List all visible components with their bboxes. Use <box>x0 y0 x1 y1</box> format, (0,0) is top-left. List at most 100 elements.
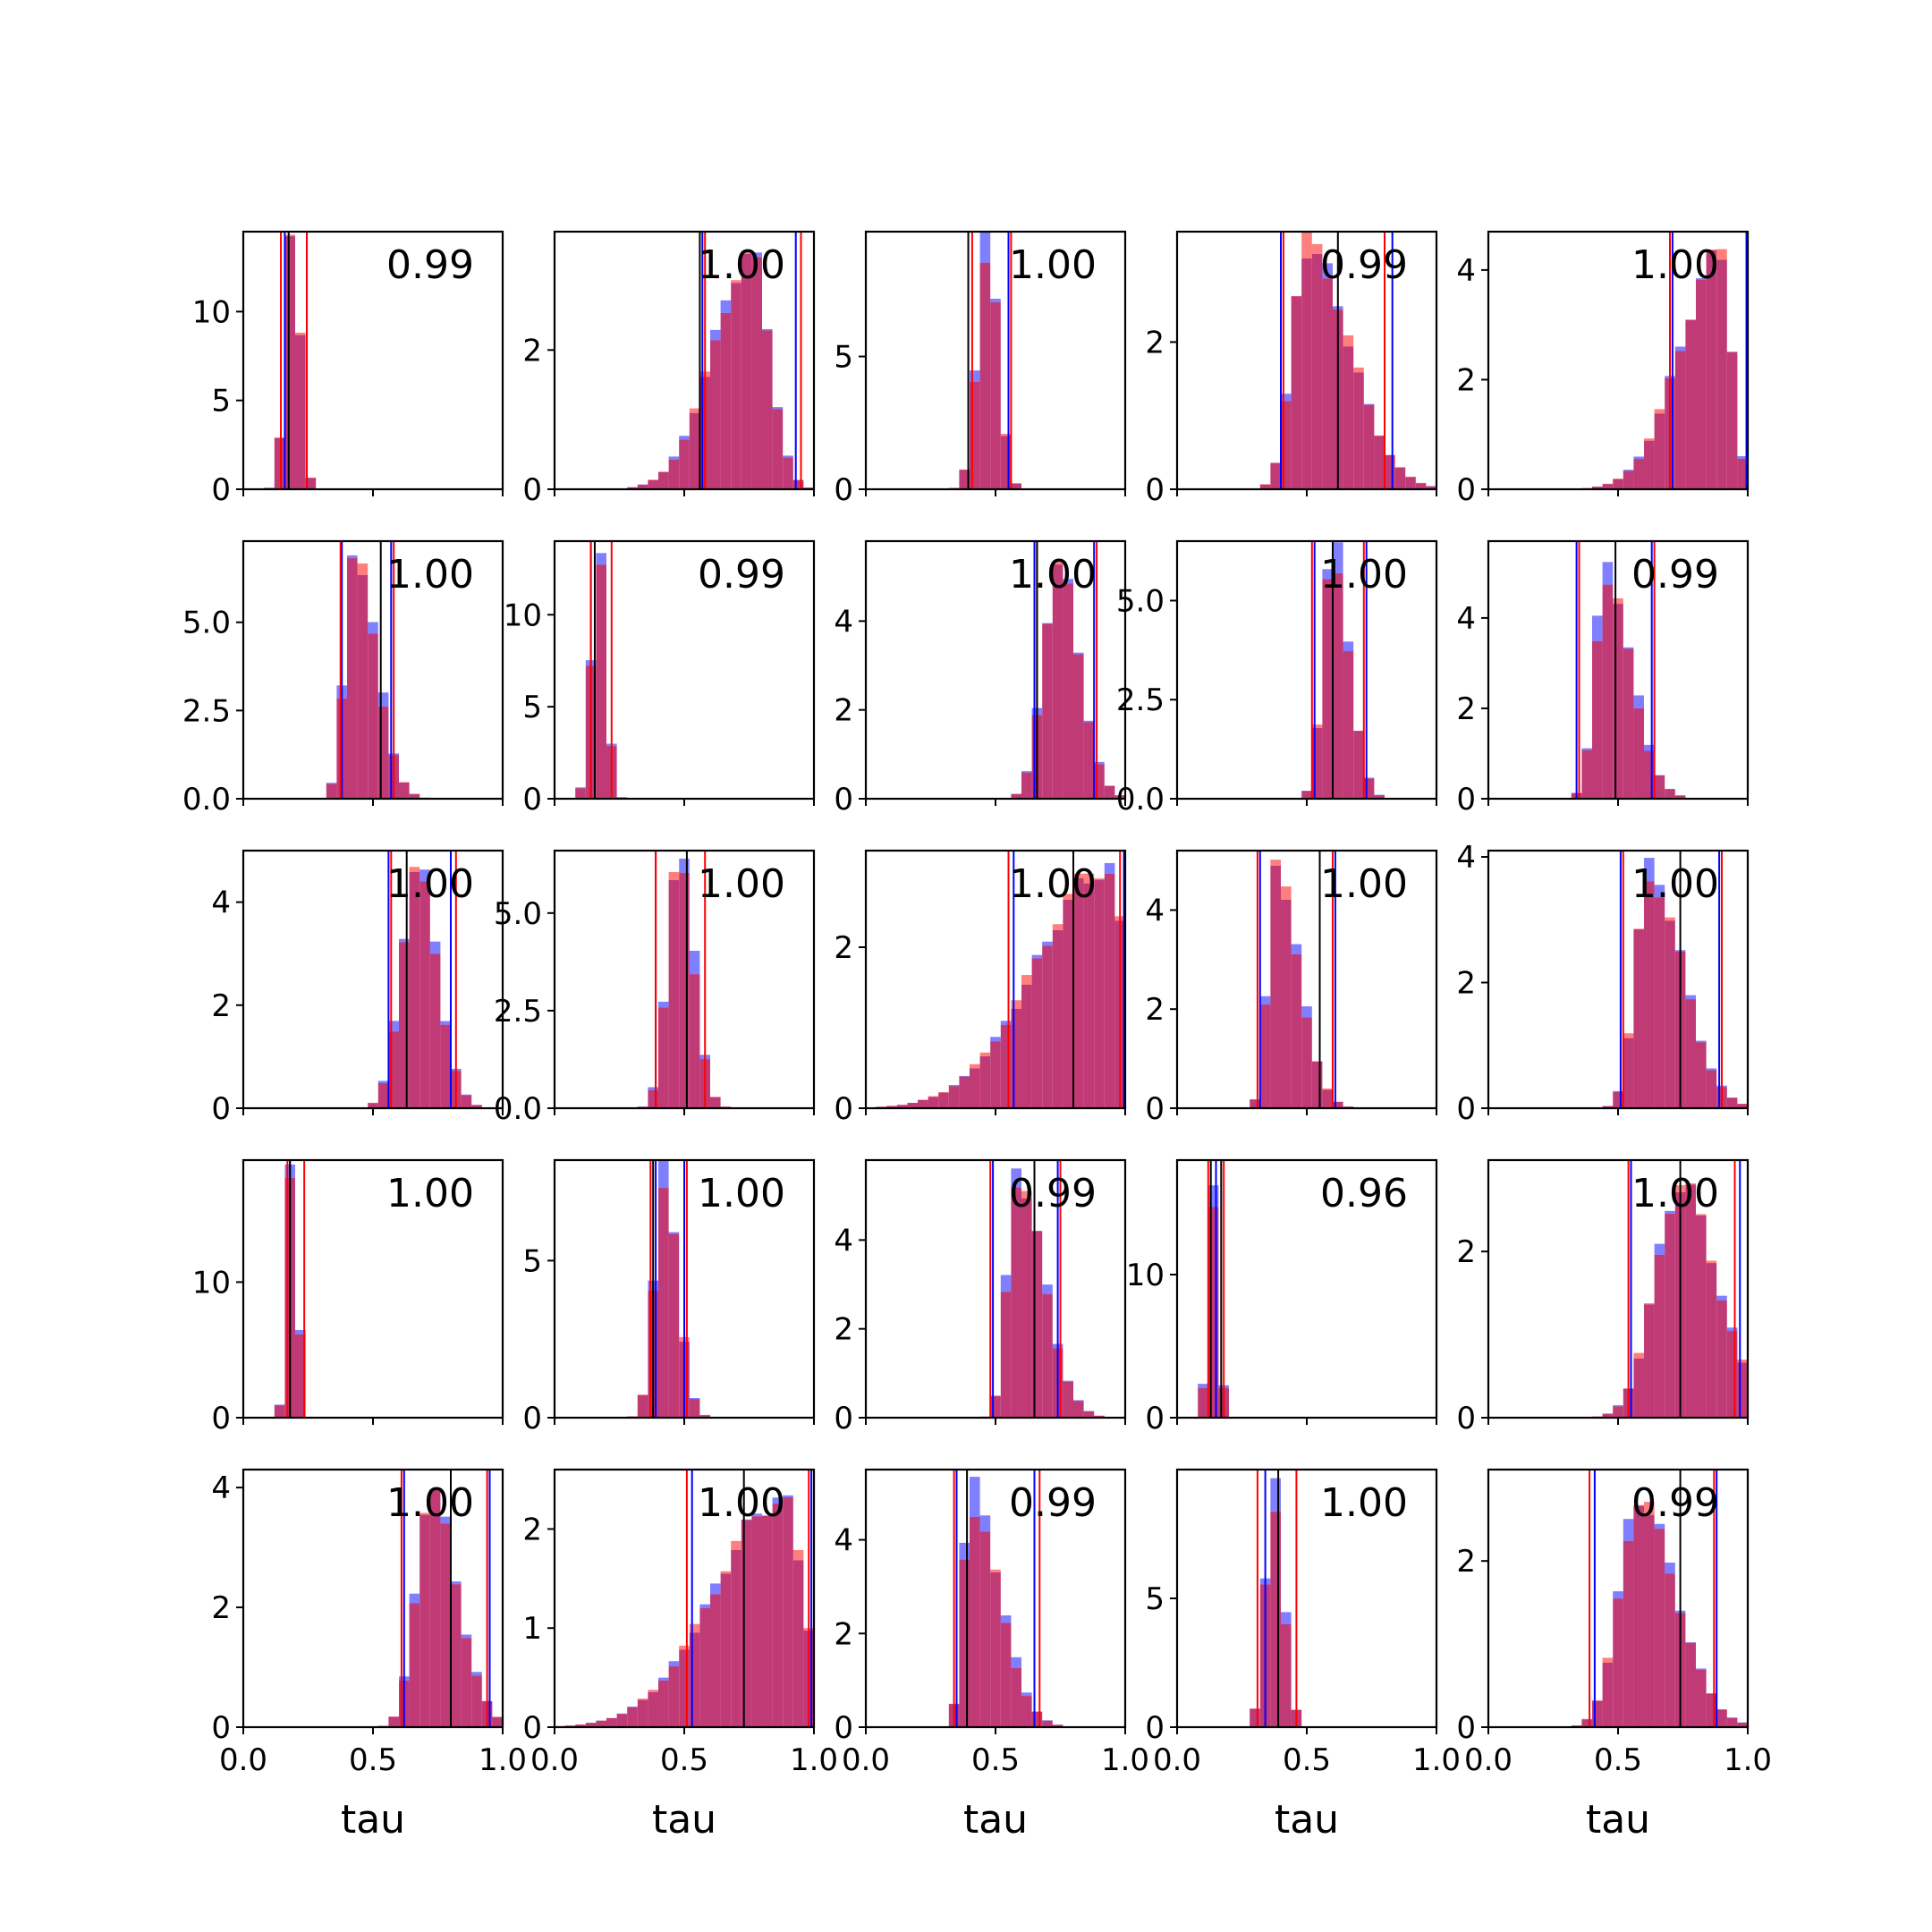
y-tick-label: 5 <box>1145 1581 1165 1617</box>
hist-bar-overlap <box>783 457 793 489</box>
hist-bar-blue <box>377 692 389 707</box>
hist-bar-overlap <box>896 1105 908 1108</box>
hist-bar-blue <box>1602 562 1614 585</box>
hist-bar-red <box>1343 335 1354 347</box>
hist-bar-overlap <box>1654 897 1665 1108</box>
y-tick-label: 2 <box>834 1312 853 1348</box>
hist-bar-overlap <box>1011 1008 1021 1108</box>
hist-bar-overlap <box>679 872 690 1108</box>
hist-bar-overlap <box>689 1632 700 1727</box>
hist-bar-overlap <box>295 335 306 489</box>
hist-bar-overlap <box>388 1031 399 1108</box>
hist-bar-blue <box>658 1160 669 1189</box>
subplot-r3-c0: 0 10 1.00 <box>192 1158 504 1436</box>
hist-bar-overlap <box>1696 1669 1707 1727</box>
y-tick-label: 0 <box>1456 472 1476 508</box>
hist-bar-overlap <box>1250 1708 1260 1727</box>
hist-bar-overlap <box>1011 1668 1021 1727</box>
hist-bar-overlap <box>1083 883 1095 1108</box>
hist-bar-overlap <box>959 1559 970 1727</box>
hist-bar-blue <box>616 1713 628 1715</box>
hist-bar-red <box>1685 1183 1696 1185</box>
annotation-value: 1.00 <box>1631 861 1719 907</box>
hist-bar-overlap <box>377 706 389 799</box>
y-tick-label: 0 <box>1456 1710 1476 1746</box>
hist-bar-overlap <box>918 1099 928 1108</box>
hist-bar-blue <box>1363 777 1375 779</box>
hist-bar-overlap <box>1706 250 1717 489</box>
hist-bar-overlap <box>710 1097 721 1108</box>
hist-bar-red <box>1094 878 1105 880</box>
y-tick-label: 0 <box>211 472 231 508</box>
y-tick-label: 4 <box>1456 840 1476 876</box>
x-tick-label: 0.0 <box>1153 1742 1201 1778</box>
hist-bar-overlap <box>1000 1623 1012 1727</box>
hist-bar-overlap <box>461 1095 472 1108</box>
hist-bar-overlap <box>1644 440 1655 489</box>
y-tick-label: 2 <box>834 1616 853 1652</box>
hist-bar-red <box>1633 928 1644 929</box>
hist-bar-blue <box>596 553 606 565</box>
hist-bar-overlap <box>948 1086 960 1108</box>
subplot-r2-c1: 0.0 2.5 5.0 1.00 <box>494 849 816 1127</box>
hist-bar-blue <box>710 329 721 341</box>
hist-bar-blue <box>419 869 430 882</box>
hist-bar-blue <box>274 1404 285 1406</box>
hist-bar-blue <box>710 1583 721 1595</box>
hist-bar-overlap <box>1654 1254 1665 1418</box>
hist-bar-red <box>1737 1360 1748 1363</box>
hist-bar-overlap <box>772 409 784 489</box>
hist-bar-blue <box>1696 278 1707 280</box>
hist-bar-red <box>1644 1502 1655 1515</box>
hist-bar-overlap <box>1385 454 1395 489</box>
hist-bar-blue <box>1363 403 1375 405</box>
hist-bar-overlap <box>284 236 295 489</box>
hist-bar-overlap <box>1042 623 1053 799</box>
hist-bar-overlap <box>368 633 378 799</box>
hist-bar-blue <box>1042 1284 1053 1294</box>
y-tick-label: 2 <box>211 988 231 1024</box>
hist-bar-overlap <box>959 470 970 489</box>
y-tick-label: 0 <box>834 1710 853 1746</box>
hist-bar-overlap <box>720 312 732 489</box>
hist-bar-blue <box>1613 1591 1623 1599</box>
hist-bar-red <box>731 280 741 284</box>
subplot-r1-c3: 0.0 2.5 5.0 1.00 <box>1116 539 1438 818</box>
hist-bar-red <box>1270 860 1281 866</box>
y-tick-label: 2 <box>522 1512 542 1547</box>
hist-bar-red <box>399 782 410 784</box>
hist-bar-overlap <box>1706 1263 1717 1418</box>
hist-bar-blue <box>1073 652 1084 655</box>
hist-bar-red <box>284 234 295 237</box>
hist-bar-overlap <box>1685 999 1696 1108</box>
subplot-r0-c1: 021.00 <box>522 230 816 508</box>
hist-bar-red <box>1281 886 1292 900</box>
hist-bar-blue <box>1644 744 1655 751</box>
y-tick-label: 5.0 <box>182 606 231 641</box>
hist-bar-overlap <box>1737 1362 1748 1418</box>
hist-bar-blue <box>1633 456 1644 460</box>
subplot-r4-c4: 0 2 0.0 0.5 1.0 tau 0.99 <box>1456 1468 1772 1843</box>
hist-bar-red <box>1311 724 1323 728</box>
hist-bar-red <box>741 250 752 254</box>
hist-bar-blue <box>1000 1615 1012 1623</box>
hist-bar-overlap <box>1644 1514 1655 1727</box>
hist-bar-overlap <box>1094 764 1105 799</box>
y-tick-label: 2 <box>1456 691 1476 727</box>
subplot-r3-c1: 051.00 <box>522 1158 816 1436</box>
hist-bar-overlap <box>783 1496 793 1727</box>
hist-bar-blue <box>762 328 773 331</box>
hist-bar-overlap <box>1592 487 1603 489</box>
hist-bar-red <box>979 1052 991 1056</box>
hist-bar-overlap <box>1353 372 1364 489</box>
hist-bar-blue <box>1654 1523 1665 1530</box>
hist-bar-blue <box>1696 1040 1707 1043</box>
hist-bar-overlap <box>492 1716 503 1727</box>
hist-bar-overlap <box>471 1675 482 1727</box>
hist-bar-blue <box>658 1677 669 1681</box>
hist-bar-red <box>1644 438 1655 441</box>
hist-bar-blue <box>741 1519 752 1521</box>
hist-bar-red <box>1665 917 1675 921</box>
hist-bar-overlap <box>274 1405 285 1418</box>
hist-bar-overlap <box>658 1188 669 1418</box>
